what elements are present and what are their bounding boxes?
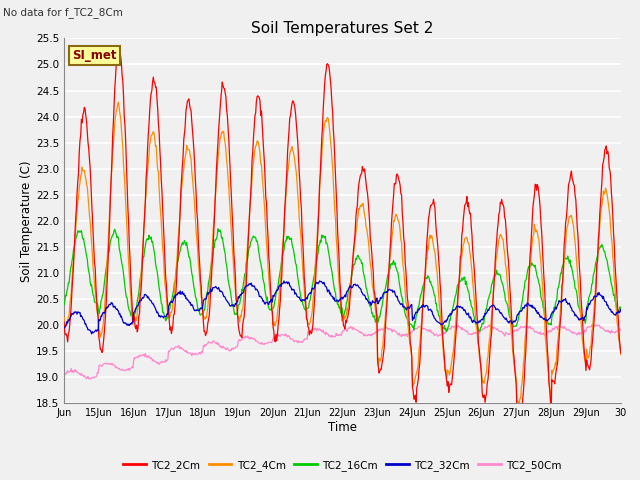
Y-axis label: Soil Temperature (C): Soil Temperature (C) (20, 160, 33, 282)
Title: Soil Temperatures Set 2: Soil Temperatures Set 2 (252, 21, 433, 36)
Text: No data for f_TC2_8Cm: No data for f_TC2_8Cm (3, 7, 123, 18)
Legend: TC2_2Cm, TC2_4Cm, TC2_16Cm, TC2_32Cm, TC2_50Cm: TC2_2Cm, TC2_4Cm, TC2_16Cm, TC2_32Cm, TC… (119, 456, 566, 475)
Text: SI_met: SI_met (72, 49, 117, 62)
X-axis label: Time: Time (328, 421, 357, 434)
